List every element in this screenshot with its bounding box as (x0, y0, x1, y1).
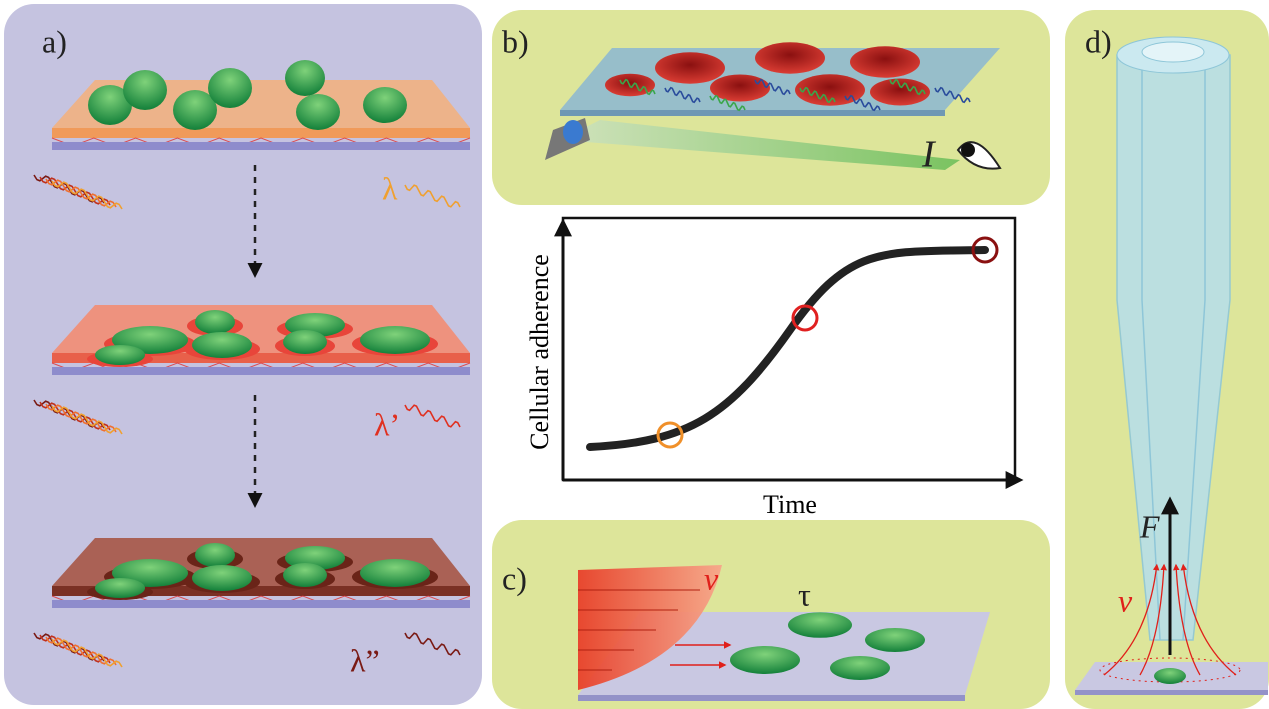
velocity-label: v (704, 560, 719, 596)
cell (730, 646, 800, 674)
cell (123, 70, 167, 110)
cell (865, 628, 925, 652)
shear-stress-label: τ (798, 576, 811, 612)
red-cell (710, 75, 770, 102)
substrate-base (52, 142, 470, 150)
panel-label: b) (502, 23, 529, 59)
substrate-edge (578, 695, 965, 701)
light-lens (563, 120, 583, 144)
red-cell (755, 42, 825, 74)
intensity-label: I (921, 134, 937, 176)
figure: a) λ λ’ λ” b) I Cellular adherence Time … (0, 0, 1269, 709)
cell (283, 330, 327, 354)
cell (788, 612, 852, 638)
cell (830, 656, 890, 680)
force-label: F (1139, 508, 1160, 544)
pipette-bore (1142, 42, 1204, 62)
red-cell (655, 52, 725, 84)
pupil (961, 143, 975, 157)
cell (192, 332, 252, 358)
red-cell (850, 46, 920, 78)
velocity-label: v (1118, 582, 1133, 618)
wavelength-label: λ (382, 170, 398, 206)
cell (360, 326, 430, 354)
panel-label: d) (1085, 23, 1112, 59)
cell (195, 310, 235, 334)
wavelength-label: λ’ (374, 406, 400, 442)
cell (283, 563, 327, 587)
wavelength-label: λ” (350, 642, 380, 678)
cell (95, 345, 145, 365)
cell (192, 565, 252, 591)
cell (285, 60, 325, 96)
substrate-base (52, 367, 470, 375)
panel-label: c) (502, 560, 527, 596)
substrate-edge (52, 128, 470, 138)
substrate-edge (1075, 690, 1268, 695)
cell (363, 87, 407, 123)
cell (195, 543, 235, 567)
cell (95, 578, 145, 598)
x-axis-label: Time (763, 490, 817, 519)
substrate-edge (560, 110, 945, 116)
cell (296, 94, 340, 130)
substrate-base (52, 600, 470, 608)
cell (1154, 668, 1186, 684)
panel-label: a) (42, 23, 67, 59)
cell (208, 68, 252, 108)
cell (360, 559, 430, 587)
y-axis-label: Cellular adherence (525, 254, 554, 450)
sigmoid-curve (590, 250, 985, 447)
